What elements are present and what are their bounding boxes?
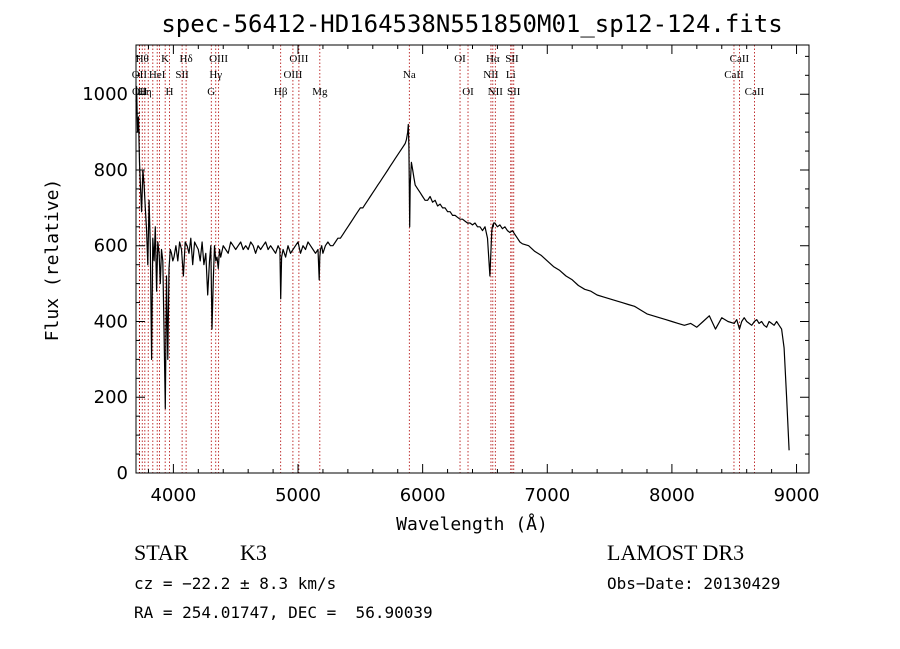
y-tick-label: 600 [94,236,128,257]
line-marker-label: Hη [138,86,152,98]
x-tick-label: 9000 [774,485,820,506]
line-marker-label: NII [488,86,504,98]
x-axis-label: Wavelength (Å) [396,513,548,535]
line-marker-label: CaII [724,69,744,81]
object-class: STAR [134,540,189,565]
line-marker-label: Na [403,69,416,81]
x-axis-ticks: 4000 5000 6000 7000 8000 9000 [147,45,820,506]
spectrum-line [135,86,790,451]
line-marker-label: SII [505,53,519,65]
x-tick-label: 7000 [524,485,570,506]
line-marker-label: Hθ [136,53,149,65]
line-marker-label: OI [454,53,466,65]
line-marker-label: OIII [283,69,302,81]
line-marker-label: CaII [730,53,750,65]
line-marker-label: H [166,86,174,98]
line-markers [138,45,755,473]
y-tick-label: 400 [94,311,128,332]
y-tick-label: 800 [94,160,128,181]
line-marker-label: Li [506,69,516,81]
chart-title: spec-56412-HD164538N551850M01_sp12-124.f… [161,10,782,38]
obs-date: Obs−Date: 20130429 [607,574,780,593]
y-axis-label: Flux (relative) [42,179,63,342]
x-tick-label: 6000 [400,485,446,506]
line-marker-label: SII [507,86,521,98]
line-marker-label: OIII [289,53,308,65]
line-marker-label: G [207,86,215,98]
line-marker-label: OI [462,86,474,98]
plot-frame [135,44,810,474]
redshift-text: cz = −22.2 ± 8.3 km/s [134,574,336,593]
line-marker-label: HeI [149,69,166,81]
line-marker-label: K [161,53,169,65]
line-marker-label: NII [483,69,499,81]
x-tick-label: 8000 [649,485,695,506]
line-marker-labels: OIIOIIHθHηHeIKHSIIHδGHγOIIIHβOIIIOIIIMgN… [132,53,765,98]
line-marker-label: OIII [209,53,228,65]
line-marker-label: CaII [745,86,765,98]
line-marker-label: SII [175,69,189,81]
x-tick-label: 4000 [150,485,196,506]
line-marker-label: Hγ [209,69,222,81]
y-tick-label: 1000 [82,84,128,105]
line-marker-label: Mg [312,86,328,98]
y-tick-label: 200 [94,387,128,408]
line-marker-label: Hδ [180,53,193,65]
y-axis-ticks: 0 200 400 600 800 1000 [82,55,809,484]
y-tick-label: 0 [117,463,128,484]
line-marker-label: Hβ [274,86,288,98]
object-subclass: K3 [240,540,267,565]
line-marker-label: Hα [486,53,500,65]
x-tick-label: 5000 [275,485,321,506]
coordinates-text: RA = 254.01747, DEC = 56.90039 [134,603,433,622]
survey-name: LAMOST DR3 [607,540,744,565]
